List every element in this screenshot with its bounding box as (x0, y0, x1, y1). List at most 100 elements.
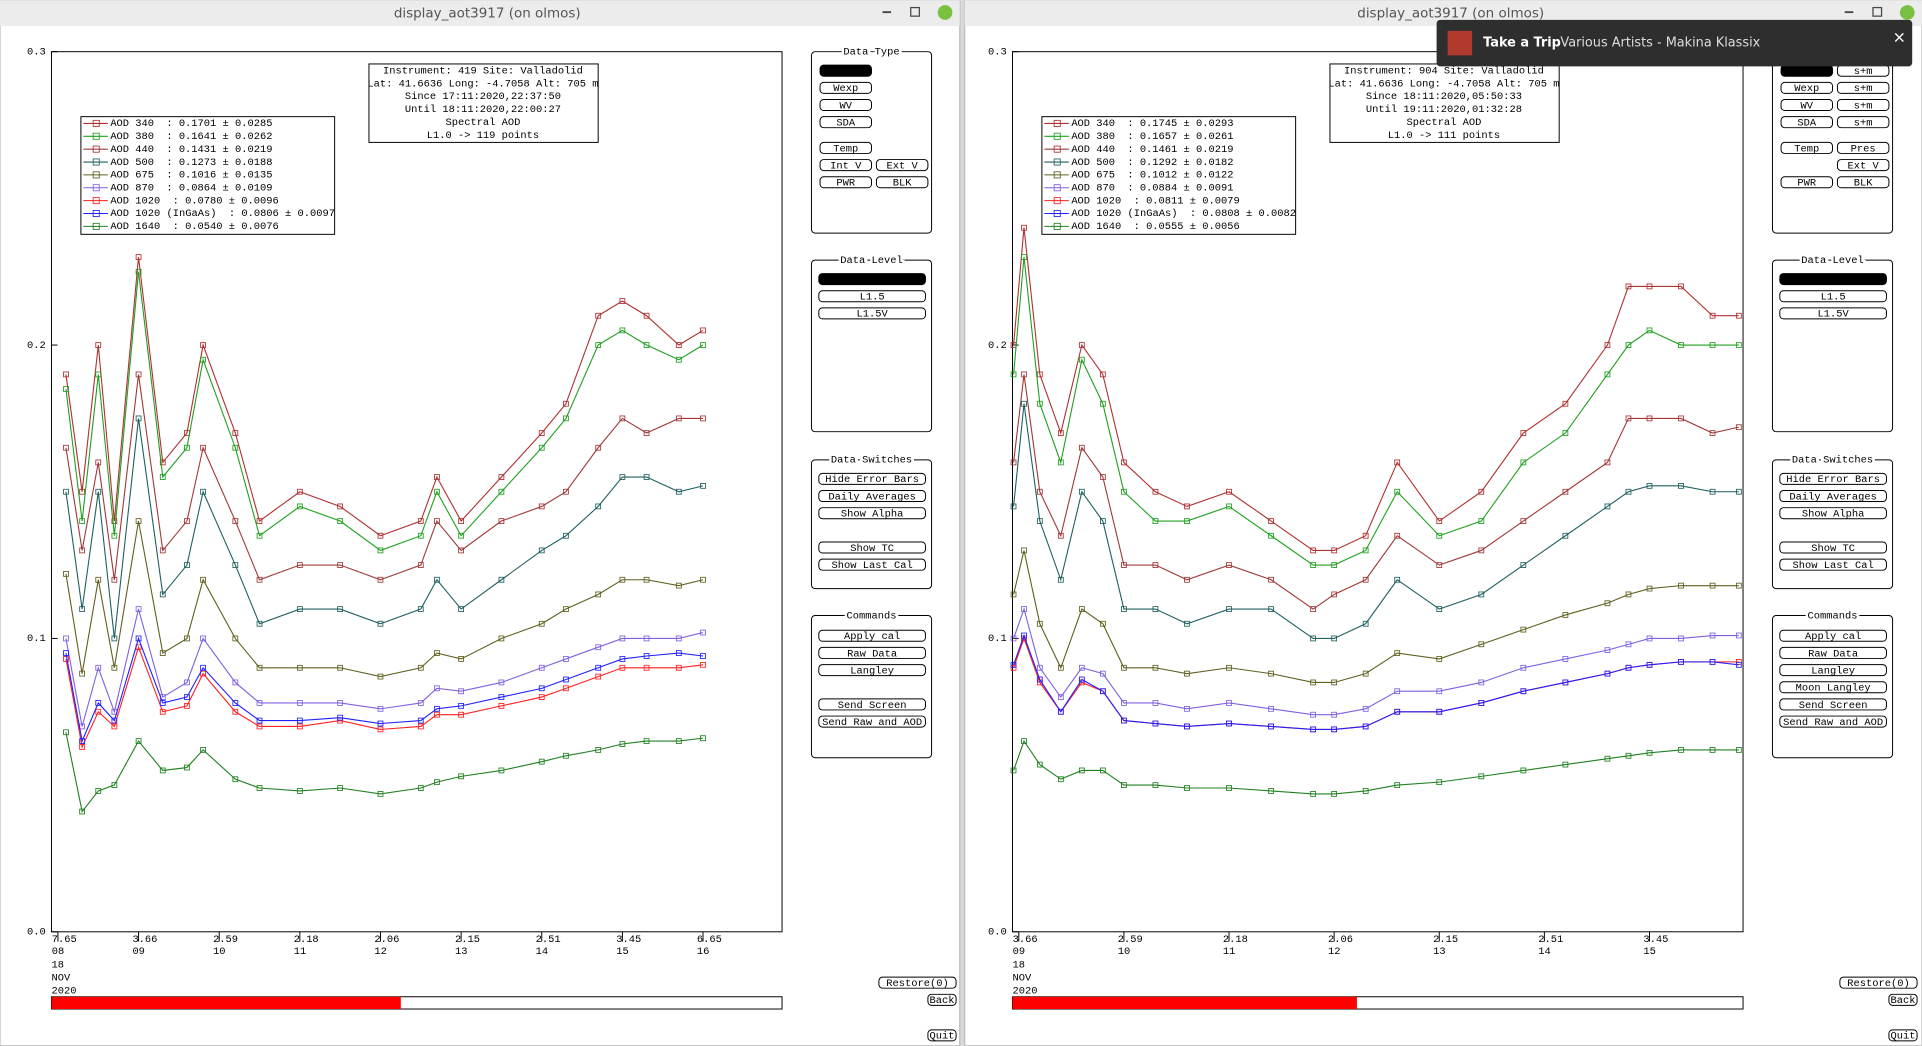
button[interactable] (1836, 81, 1890, 94)
button-label[interactable]: AOD (836, 66, 855, 78)
button[interactable] (927, 993, 957, 1006)
button-label[interactable]: AOD (1797, 66, 1816, 78)
button[interactable] (875, 159, 929, 172)
button[interactable] (1780, 81, 1834, 94)
button-label[interactable]: Int V (830, 160, 862, 172)
button[interactable] (818, 646, 926, 659)
button-label[interactable]: s+m (1854, 118, 1873, 130)
button-label[interactable]: s+m (1854, 100, 1873, 112)
button-label[interactable]: L1.5V (857, 309, 889, 321)
button-label[interactable]: Daily Averages (1789, 491, 1876, 503)
button[interactable] (1888, 1029, 1918, 1042)
button[interactable] (1779, 681, 1887, 694)
button-label[interactable]: Moon Langley (1796, 683, 1871, 695)
button-label[interactable]: Apply cal (844, 631, 900, 643)
button-label[interactable]: Temp (833, 143, 858, 155)
button-label[interactable]: Show Alpha (1802, 509, 1864, 521)
button-label[interactable]: BLK (1854, 178, 1873, 190)
button-label[interactable]: Show Last Cal (1793, 560, 1874, 572)
button-label[interactable]: Show TC (850, 543, 894, 555)
button[interactable] (1779, 307, 1887, 320)
button[interactable] (1780, 176, 1834, 189)
button-label[interactable]: Show Alpha (841, 509, 903, 521)
button[interactable] (1780, 116, 1834, 129)
button[interactable] (818, 629, 926, 642)
button[interactable] (1836, 141, 1890, 154)
button[interactable] (927, 1029, 957, 1042)
button-label[interactable]: Restore(0) (1847, 978, 1909, 990)
button[interactable] (818, 472, 926, 485)
notification[interactable] (1436, 19, 1913, 67)
button[interactable] (1779, 273, 1887, 286)
button[interactable] (1779, 646, 1887, 659)
button-label[interactable]: Hide Error Bars (1786, 474, 1880, 486)
button[interactable] (1779, 629, 1887, 642)
button-label[interactable]: Back (1891, 995, 1916, 1007)
button-label[interactable]: s+m (1854, 83, 1873, 95)
button[interactable] (818, 290, 926, 303)
button[interactable] (818, 273, 926, 286)
button[interactable] (818, 490, 926, 503)
button-label[interactable]: Send Screen (838, 700, 907, 712)
button[interactable] (1779, 541, 1887, 554)
minimize-button[interactable] (882, 11, 892, 14)
button-label[interactable]: SDA (836, 118, 855, 130)
button-label[interactable]: Hide Error Bars (825, 474, 919, 486)
close-button[interactable] (1899, 5, 1915, 20)
button-label[interactable]: Send Raw and AOD (1783, 717, 1883, 729)
button-label[interactable]: Daily Averages (828, 491, 915, 503)
button[interactable] (818, 307, 926, 320)
button-label[interactable]: L1.0 (1821, 274, 1846, 286)
button[interactable] (819, 176, 873, 189)
button-label[interactable]: PWR (1797, 178, 1816, 190)
button-label[interactable]: Ext V (1848, 160, 1880, 172)
button[interactable] (818, 664, 926, 677)
button[interactable] (819, 81, 873, 94)
button[interactable] (818, 715, 926, 728)
button-label[interactable]: Restore(0) (886, 978, 948, 990)
button-label[interactable]: Langley (1811, 665, 1855, 677)
button-label[interactable]: Send Screen (1799, 700, 1868, 712)
button-label[interactable]: Send Raw and AOD (822, 717, 922, 729)
button-label[interactable]: Temp (1794, 143, 1819, 155)
button[interactable] (1779, 715, 1887, 728)
button-label[interactable]: Wexp (833, 83, 858, 95)
button-label[interactable]: Apply cal (1805, 631, 1861, 643)
button-label[interactable]: Pres (1851, 143, 1876, 155)
button[interactable] (1779, 507, 1887, 520)
button-label[interactable]: Quit (1891, 1031, 1916, 1043)
button-label[interactable]: Wexp (1794, 83, 1819, 95)
button[interactable] (1779, 558, 1887, 571)
button[interactable] (1836, 99, 1890, 112)
button[interactable] (819, 99, 873, 112)
button-label[interactable]: s+m (1854, 66, 1873, 78)
button[interactable] (1839, 976, 1918, 989)
button[interactable] (818, 558, 926, 571)
button[interactable] (878, 976, 957, 989)
button[interactable] (1780, 99, 1834, 112)
button[interactable] (1779, 472, 1887, 485)
button-label[interactable]: Show Last Cal (832, 560, 913, 572)
button[interactable] (1779, 290, 1887, 303)
button[interactable] (1779, 664, 1887, 677)
button-label[interactable]: Ext V (887, 160, 919, 172)
button-label[interactable]: Back (930, 995, 955, 1007)
button-label[interactable]: PWR (836, 178, 855, 190)
button[interactable] (1836, 116, 1890, 129)
button[interactable] (818, 698, 926, 711)
button[interactable] (1779, 490, 1887, 503)
button-label[interactable]: Raw Data (1808, 648, 1858, 660)
button-label[interactable]: BLK (893, 178, 912, 190)
button[interactable] (818, 541, 926, 554)
button-label[interactable]: L1.0 (860, 274, 885, 286)
button-label[interactable]: L1.5V (1818, 309, 1850, 321)
button-label[interactable]: Quit (930, 1031, 955, 1043)
button-label[interactable]: Show TC (1811, 543, 1855, 555)
maximize-button[interactable] (1872, 6, 1883, 17)
button[interactable] (875, 176, 929, 189)
close-button[interactable] (937, 5, 953, 20)
minimize-button[interactable] (1844, 11, 1854, 14)
button[interactable] (818, 507, 926, 520)
button[interactable] (819, 141, 873, 154)
button[interactable] (1836, 159, 1890, 172)
